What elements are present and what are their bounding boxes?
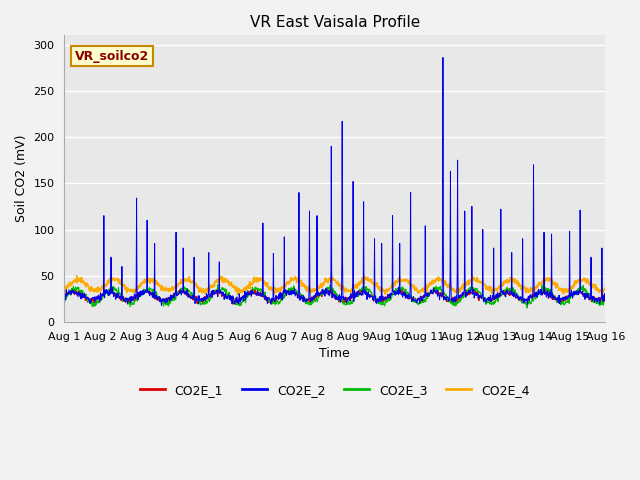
- CO2E_2: [181, 291, 189, 297]
- CO2E_3: [490, 299, 497, 304]
- CO2E_2: [157, 302, 165, 308]
- CO2E_1: [61, 291, 68, 297]
- CO2E_4: [168, 287, 175, 292]
- Text: VR_soilco2: VR_soilco2: [76, 49, 150, 63]
- Line: CO2E_2: CO2E_2: [65, 58, 605, 305]
- CO2E_3: [419, 299, 427, 304]
- CO2E_1: [538, 291, 546, 297]
- CO2E_1: [181, 289, 189, 295]
- CO2E_4: [419, 287, 427, 293]
- CO2E_3: [602, 297, 609, 303]
- Line: CO2E_3: CO2E_3: [65, 285, 605, 308]
- CO2E_1: [490, 297, 498, 303]
- CO2E_3: [181, 284, 189, 290]
- CO2E_4: [61, 283, 68, 289]
- CO2E_4: [602, 285, 609, 290]
- Line: CO2E_1: CO2E_1: [65, 288, 605, 305]
- Title: VR East Vaisala Profile: VR East Vaisala Profile: [250, 15, 420, 30]
- CO2E_2: [538, 289, 546, 295]
- CO2E_3: [538, 287, 546, 292]
- CO2E_1: [168, 294, 175, 300]
- CO2E_2: [168, 296, 176, 302]
- CO2E_2: [242, 297, 250, 303]
- CO2E_3: [242, 300, 250, 306]
- CO2E_2: [490, 296, 498, 302]
- CO2E_4: [181, 278, 189, 284]
- CO2E_3: [214, 282, 221, 288]
- CO2E_2: [439, 55, 447, 60]
- CO2E_4: [242, 285, 250, 291]
- CO2E_2: [419, 294, 427, 300]
- CO2E_1: [420, 295, 428, 301]
- CO2E_4: [468, 272, 476, 278]
- CO2E_4: [490, 288, 498, 294]
- CO2E_1: [232, 302, 240, 308]
- CO2E_2: [602, 293, 609, 299]
- CO2E_3: [168, 298, 175, 303]
- X-axis label: Time: Time: [319, 347, 350, 360]
- CO2E_1: [602, 294, 609, 300]
- CO2E_1: [179, 285, 187, 290]
- CO2E_2: [61, 294, 68, 300]
- CO2E_3: [524, 305, 531, 311]
- CO2E_3: [61, 300, 68, 306]
- Legend: CO2E_1, CO2E_2, CO2E_3, CO2E_4: CO2E_1, CO2E_2, CO2E_3, CO2E_4: [135, 379, 535, 402]
- CO2E_4: [538, 279, 546, 285]
- CO2E_1: [242, 291, 250, 297]
- Y-axis label: Soil CO2 (mV): Soil CO2 (mV): [15, 135, 28, 222]
- Line: CO2E_4: CO2E_4: [65, 275, 605, 295]
- CO2E_4: [234, 292, 241, 298]
